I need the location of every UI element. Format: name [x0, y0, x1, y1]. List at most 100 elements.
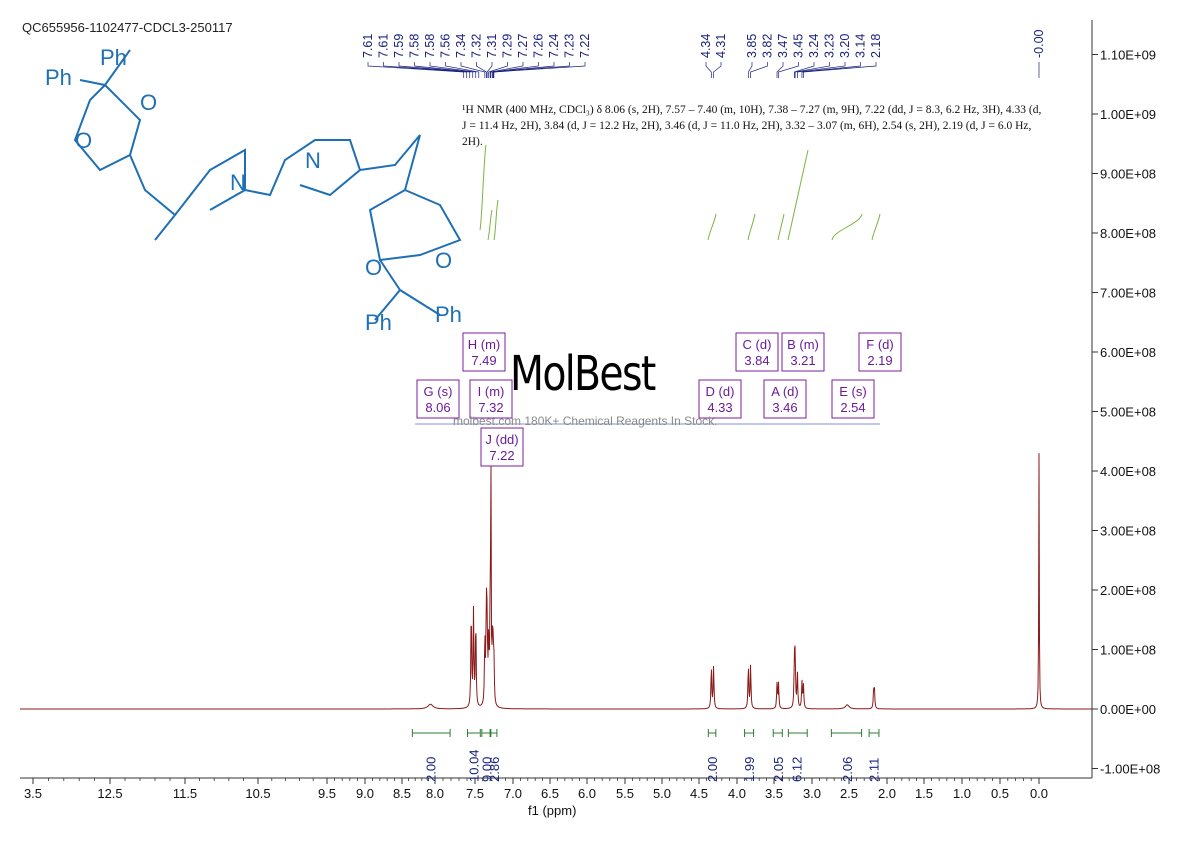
x-tick-label: 8.0	[426, 786, 444, 801]
peak-label: 7.24	[547, 34, 561, 58]
multiplet-box	[858, 332, 902, 372]
x-tick-label: 5.5	[616, 786, 634, 801]
peak-label-connector	[747, 62, 753, 78]
multiplet-box	[698, 379, 742, 419]
mol-label-n1: N	[230, 170, 246, 195]
multiplet-name: F (d)	[866, 337, 893, 352]
y-tick-label: 1.10E+09	[1100, 48, 1156, 63]
x-tick-label: 7.5	[466, 786, 484, 801]
peak-label-connector	[490, 62, 539, 78]
multiplet-shift: 3.84	[744, 353, 769, 368]
x-tick-label: 8.5	[393, 786, 411, 801]
peak-label: 3.20	[838, 34, 852, 58]
multiplet-box	[831, 379, 875, 419]
peak-label-connector	[398, 62, 471, 78]
multiplet-shift: 4.33	[707, 400, 732, 415]
integral-curve	[831, 213, 863, 241]
peak-label: 4.34	[699, 34, 713, 58]
peak-label: 7.61	[377, 34, 391, 58]
multiplet-name: A (d)	[771, 384, 798, 399]
peak-label: 7.56	[439, 34, 453, 58]
multiplet-box	[469, 379, 513, 419]
mol-label-ph2: Ph	[45, 65, 72, 90]
peak-label: 7.29	[501, 34, 515, 58]
integral-value: 9.00	[479, 757, 494, 782]
peak-label: 7.58	[408, 34, 422, 58]
peak-label-connector	[794, 62, 830, 78]
y-tick-label: 0.00E+00	[1100, 702, 1156, 717]
y-tick-label: 3.00E+08	[1100, 524, 1156, 539]
x-tick-label: 1.0	[953, 786, 971, 801]
peak-label: 7.34	[454, 34, 468, 58]
multiplet-name: H (m)	[468, 337, 501, 352]
peak-label-connector	[414, 62, 474, 78]
mol-label-o1: O	[140, 90, 157, 115]
peak-label: 3.23	[823, 34, 837, 58]
integral-value: 2.00	[705, 757, 720, 782]
x-tick-label: 1.5	[915, 786, 933, 801]
x-tick-label: 0.0	[1030, 786, 1048, 801]
x-tick-label: 3.0	[803, 786, 821, 801]
x-tick-label: 9.5	[318, 786, 336, 801]
peak-label: 2.18	[869, 34, 883, 58]
peak-label-connector	[776, 62, 784, 78]
x-axis-label: f1 (ppm)	[528, 803, 577, 818]
peak-label-connector	[383, 62, 468, 78]
x-tick-label: 9.0	[356, 786, 374, 801]
peak-label: 7.26	[532, 34, 546, 58]
integral-curve	[787, 149, 809, 241]
y-tick-label: 9.00E+08	[1100, 167, 1156, 182]
multiplet-name: E (s)	[839, 384, 866, 399]
integral-value: 2.06	[840, 757, 855, 782]
peak-label-connector	[705, 62, 712, 78]
mol-label-ph1: Ph	[100, 45, 127, 70]
x-tick-label: 3.5	[765, 786, 783, 801]
y-tick-label: 4.00E+08	[1100, 464, 1156, 479]
peak-label-connector	[493, 62, 586, 78]
molecule-bonds	[73, 49, 462, 321]
x-tick-label: 6.5	[541, 786, 559, 801]
integral-curve	[747, 213, 756, 241]
peak-label: 7.27	[516, 34, 530, 58]
integral-curve	[479, 144, 487, 231]
integral-value: 6.12	[790, 757, 805, 782]
peak-label-connector	[713, 62, 722, 78]
multiplet-box	[416, 379, 460, 419]
peak-label: 3.14	[854, 34, 868, 58]
peak-label-connector	[778, 62, 799, 78]
x-tick-label: 5.0	[653, 786, 671, 801]
integral-curve	[871, 213, 881, 241]
integral-value: 2.86	[487, 757, 502, 782]
peak-label-connector	[367, 62, 465, 78]
multiplet-box	[462, 332, 506, 372]
y-tick-label: 5.00E+08	[1100, 405, 1156, 420]
multiplet-name: D (d)	[706, 384, 735, 399]
multiplet-shift: 7.22	[489, 448, 514, 463]
peak-label-connector	[488, 62, 508, 78]
peak-label-connector	[803, 62, 877, 78]
peak-label-connector	[750, 62, 768, 78]
multiplet-shift: 7.32	[478, 400, 503, 415]
multiplet-box	[781, 332, 825, 372]
peak-label-connector	[801, 62, 861, 78]
mol-label-ph3: Ph	[365, 310, 392, 335]
integral-curve	[777, 213, 785, 241]
peak-label: 3.24	[807, 34, 821, 58]
peak-label-connector	[492, 62, 555, 78]
peak-label: 7.31	[485, 34, 499, 58]
peak-label-connector	[486, 62, 493, 78]
sample-id: QC655956-1102477-CDCL3-250117	[22, 20, 233, 35]
peak-label: 7.58	[423, 34, 437, 58]
peak-label: 4.31	[714, 34, 728, 58]
multiplet-shift: 2.19	[867, 353, 892, 368]
peak-label-connector	[460, 62, 486, 78]
y-tick-label: -1.00E+08	[1100, 762, 1160, 777]
x-tick-label: 10.5	[245, 786, 270, 801]
y-tick-label: 2.00E+08	[1100, 583, 1156, 598]
peak-label: 3.85	[745, 34, 759, 58]
peak-label: 3.45	[792, 34, 806, 58]
multiplet-shift: 3.21	[790, 353, 815, 368]
peak-label: 3.82	[761, 34, 775, 58]
x-tick-label: 12.5	[97, 786, 122, 801]
